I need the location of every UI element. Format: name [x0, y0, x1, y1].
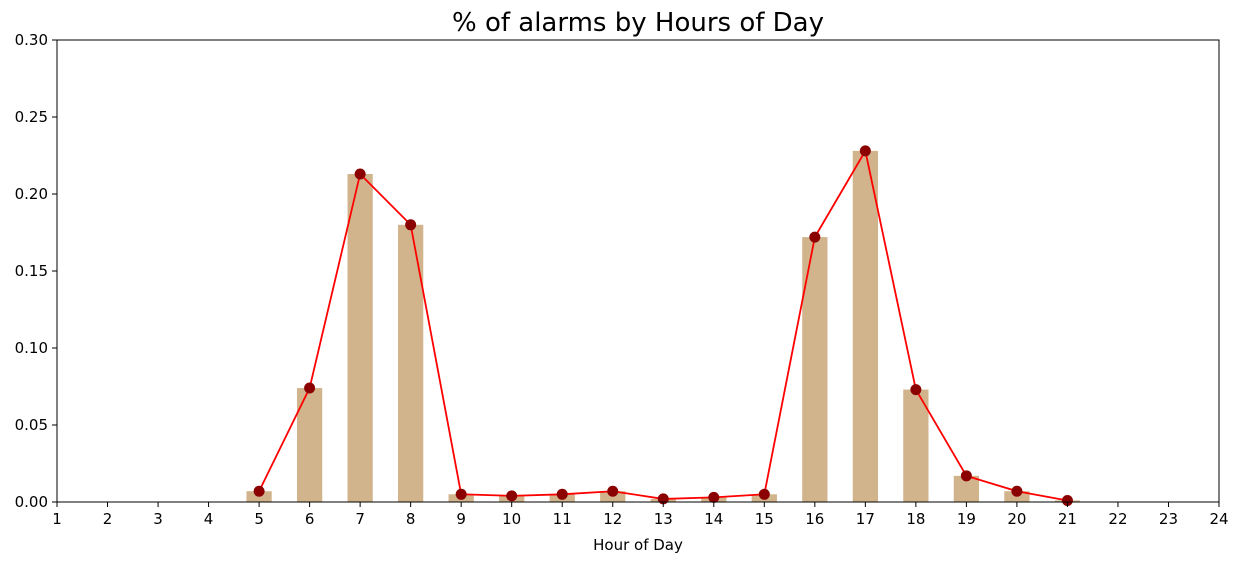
data-point	[809, 231, 821, 243]
bar	[802, 237, 828, 502]
data-point	[556, 488, 568, 500]
data-point	[960, 470, 972, 482]
y-tick-label: 0.05	[15, 416, 48, 434]
series-line	[258, 148, 1068, 502]
x-tick-label: 1	[52, 510, 62, 528]
y-tick-label: 0.15	[15, 262, 48, 280]
data-point	[506, 490, 518, 502]
x-tick-label: 10	[502, 510, 521, 528]
x-tick-label: 9	[456, 510, 466, 528]
bar	[903, 389, 929, 502]
data-point	[253, 485, 265, 497]
x-axis-label: Hour of Day	[593, 536, 683, 554]
data-point	[607, 485, 619, 497]
line-layer	[258, 148, 1068, 502]
data-point	[455, 488, 467, 500]
data-point	[910, 384, 922, 396]
y-axis: 0.00 0.05 0.10 0.15 0.20 0.25 0.30	[15, 31, 57, 511]
x-tick-label: 24	[1209, 510, 1228, 528]
y-tick-label: 0.10	[15, 339, 48, 357]
data-point	[1011, 485, 1023, 497]
y-tick-label: 0.25	[15, 108, 48, 126]
x-axis: 1 2 3 4 5 6 7 8 9 10 11 12 13 14 15 16 17 18 19 20 21 22 23 24	[52, 502, 1229, 528]
bars-layer	[246, 150, 1081, 503]
x-tick-label: 7	[355, 510, 365, 528]
x-tick-label: 11	[553, 510, 572, 528]
x-tick-label: 2	[103, 510, 113, 528]
x-tick-label: 5	[254, 510, 264, 528]
x-tick-label: 21	[1058, 510, 1077, 528]
data-point	[304, 382, 316, 394]
data-point	[405, 219, 417, 231]
data-point	[354, 168, 366, 180]
x-tick-label: 22	[1108, 510, 1127, 528]
y-tick-label: 0.30	[15, 31, 48, 49]
x-tick-label: 23	[1159, 510, 1178, 528]
x-tick-label: 12	[603, 510, 622, 528]
plot-frame	[56, 39, 1220, 503]
data-point	[708, 491, 720, 503]
data-point	[1061, 494, 1073, 506]
x-tick-label: 3	[153, 510, 163, 528]
data-point	[859, 145, 871, 157]
data-point	[758, 488, 770, 500]
bar	[347, 173, 373, 503]
markers-layer	[253, 145, 1073, 506]
x-tick-label: 15	[755, 510, 774, 528]
x-tick-label: 20	[1007, 510, 1026, 528]
x-tick-label: 4	[204, 510, 214, 528]
chart-title: % of alarms by Hours of Day	[452, 8, 824, 38]
y-tick-label: 0.20	[15, 185, 48, 203]
x-tick-label: 8	[406, 510, 416, 528]
x-tick-label: 19	[957, 510, 976, 528]
x-tick-label: 6	[305, 510, 315, 528]
y-tick-label: 0.00	[15, 493, 48, 511]
x-tick-label: 16	[805, 510, 824, 528]
x-tick-label: 13	[654, 510, 673, 528]
bar	[398, 224, 424, 503]
x-tick-label: 14	[704, 510, 723, 528]
x-tick-label: 17	[856, 510, 875, 528]
x-tick-label: 18	[906, 510, 925, 528]
bar	[852, 150, 878, 502]
